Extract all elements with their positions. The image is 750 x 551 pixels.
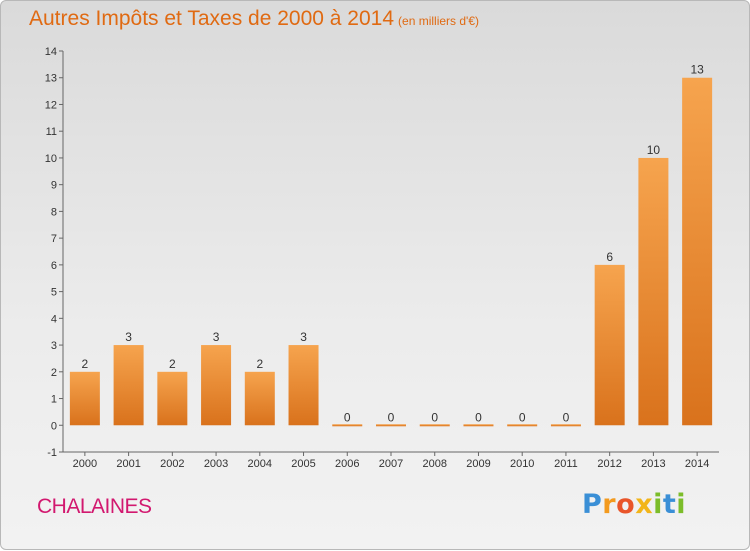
y-tick-label: 1: [51, 394, 57, 406]
bar: [594, 264, 625, 426]
bar: [69, 371, 100, 426]
bar-value-label: 0: [388, 410, 395, 424]
bar-value-label: 2: [256, 357, 263, 371]
y-tick-label: 6: [51, 260, 57, 272]
x-tick-label: 2006: [335, 458, 359, 470]
y-tick-label: 10: [45, 153, 57, 165]
x-tick-label: 2010: [510, 458, 534, 470]
bar: [638, 157, 669, 426]
bar-value-label: 3: [300, 330, 307, 344]
bar: [550, 424, 581, 427]
bar-value-label: 0: [563, 410, 570, 424]
x-tick-label: 2012: [597, 458, 621, 470]
bar: [682, 77, 713, 426]
place-name: CHALAINES: [37, 495, 152, 518]
y-tick-label: 8: [51, 206, 57, 218]
bar: [507, 424, 538, 427]
bar-value-label: 3: [125, 330, 132, 344]
x-tick-label: 2001: [116, 458, 140, 470]
proxiti-logo: Proxiti: [582, 489, 687, 520]
y-tick-label: 7: [51, 233, 57, 245]
y-tick-label: 4: [51, 313, 57, 325]
y-tick-label: 11: [46, 126, 57, 138]
chart-subtitle: (en milliers d'€): [398, 14, 480, 28]
bar: [419, 424, 450, 427]
bar: [113, 345, 144, 426]
x-tick-label: 2002: [160, 458, 184, 470]
y-tick-label: 0: [51, 420, 57, 432]
bar-value-label: 2: [169, 357, 176, 371]
x-tick-label: 2005: [291, 458, 315, 470]
bar-value-label: 3: [213, 330, 220, 344]
y-tick-label: -1: [47, 447, 57, 459]
y-tick-label: 3: [51, 340, 57, 352]
bar: [376, 424, 406, 427]
x-tick-label: 2000: [73, 458, 97, 470]
bar-value-label: 0: [519, 410, 526, 424]
bar-value-label: 13: [690, 63, 704, 77]
bar: [332, 424, 363, 427]
bar-value-label: 10: [647, 143, 661, 157]
bar-value-label: 2: [82, 357, 89, 371]
x-tick-label: 2009: [466, 458, 490, 470]
bar-value-label: 0: [475, 410, 482, 424]
bar: [157, 371, 188, 426]
x-tick-label: 2011: [554, 458, 578, 470]
bar: [244, 371, 275, 426]
bar: [201, 345, 232, 426]
y-tick-label: 12: [45, 99, 57, 111]
chart-title: Autres Impôts et Taxes de 2000 à 2014 (en…: [29, 7, 479, 31]
x-tick-label: 2003: [204, 458, 228, 470]
x-tick-label: 2014: [685, 458, 709, 470]
y-tick-label: 13: [45, 73, 57, 85]
y-tick-label: 14: [45, 46, 57, 58]
x-tick-label: 2013: [641, 458, 665, 470]
y-tick-label: 5: [51, 287, 57, 299]
bar: [463, 424, 494, 427]
y-tick-label: 2: [51, 367, 57, 379]
x-tick-label: 2008: [422, 458, 446, 470]
x-tick-label: 2004: [248, 458, 272, 470]
bar-value-label: 0: [431, 410, 438, 424]
y-tick-label: 9: [51, 180, 57, 192]
bar-value-label: 0: [344, 410, 351, 424]
title-text: Autres Impôts et Taxes de 2000 à 2014: [29, 7, 395, 30]
bar: [288, 345, 319, 426]
bar-value-label: 6: [606, 250, 613, 264]
x-tick-label: 2007: [379, 458, 403, 470]
